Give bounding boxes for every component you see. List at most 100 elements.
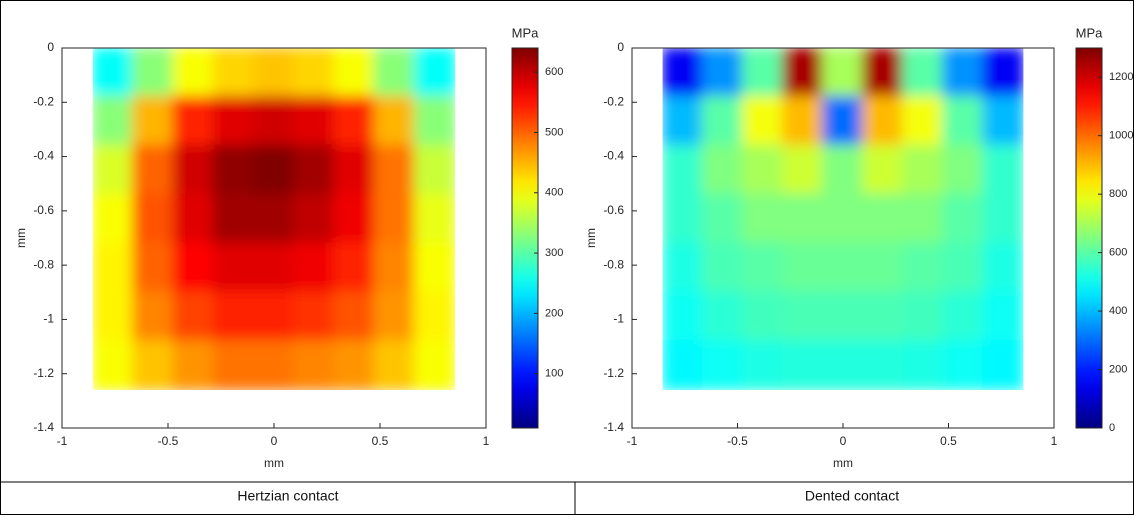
cell — [741, 242, 784, 294]
x-tick-label: -1 — [57, 434, 68, 448]
cell — [862, 340, 905, 390]
cell — [902, 291, 945, 343]
cell — [212, 144, 255, 196]
cell — [781, 95, 824, 147]
cell — [821, 48, 865, 98]
cell — [373, 193, 416, 245]
cell — [413, 95, 456, 147]
cell — [413, 144, 456, 196]
x-axis-label: mm — [264, 456, 284, 470]
cell — [132, 95, 175, 147]
cell — [413, 340, 456, 390]
cell — [821, 95, 865, 147]
cell — [252, 48, 296, 98]
y-tick-label: -1.2 — [603, 366, 624, 380]
cell — [92, 48, 135, 98]
y-tick-label: -0.6 — [33, 203, 54, 217]
cell — [741, 340, 784, 390]
colorbar-tick-label: 500 — [545, 126, 563, 138]
colorbar-tick-label: 100 — [545, 368, 563, 380]
cell — [252, 291, 296, 343]
cell — [701, 144, 744, 196]
x-axis-label: mm — [833, 456, 853, 470]
cell — [982, 48, 1024, 98]
cell — [252, 242, 296, 294]
cell — [662, 340, 704, 390]
x-tick-label: -0.5 — [158, 434, 179, 448]
colorbar-tick-label: 300 — [545, 247, 563, 259]
cell — [741, 144, 784, 196]
cell — [293, 291, 336, 343]
cell — [902, 242, 945, 294]
cell — [132, 48, 175, 98]
y-axis-label: mm — [14, 228, 28, 248]
cell — [132, 340, 175, 390]
cell — [252, 193, 296, 245]
x-tick-label: 0.5 — [372, 434, 389, 448]
cell — [821, 242, 865, 294]
x-tick-label: -0.5 — [727, 434, 748, 448]
colorbar-tick-label: 600 — [545, 66, 563, 78]
cell — [373, 95, 416, 147]
cell — [212, 242, 255, 294]
cell — [701, 340, 744, 390]
cell — [132, 193, 175, 245]
y-tick-label: -1.4 — [603, 420, 624, 434]
cell — [741, 95, 784, 147]
x-tick-label: 0 — [840, 434, 847, 448]
cell — [132, 242, 175, 294]
heatmap — [662, 48, 1024, 390]
cell — [172, 340, 215, 390]
cell — [821, 193, 865, 245]
cell — [982, 242, 1024, 294]
cell — [821, 144, 865, 196]
colorbar-tick-label: 200 — [1109, 363, 1127, 375]
cell — [172, 144, 215, 196]
cell — [781, 242, 824, 294]
cell — [902, 193, 945, 245]
cell — [92, 95, 135, 147]
cell — [333, 242, 376, 294]
cell — [333, 48, 376, 98]
cell — [982, 144, 1024, 196]
cell — [662, 144, 704, 196]
cell — [821, 291, 865, 343]
y-tick-label: -0.2 — [603, 94, 624, 108]
colorbar-title: MPa — [1076, 25, 1104, 40]
cell — [373, 291, 416, 343]
cell — [862, 95, 905, 147]
x-tick-label: 0 — [271, 434, 278, 448]
colorbar-tick-label: 200 — [545, 307, 563, 319]
cell — [92, 193, 135, 245]
cell — [252, 144, 296, 196]
cell — [293, 95, 336, 147]
y-tick-label: -1 — [613, 312, 624, 326]
cell — [662, 48, 704, 98]
cell — [132, 144, 175, 196]
cell — [333, 144, 376, 196]
cell — [212, 291, 255, 343]
y-tick-label: -0.8 — [603, 257, 624, 271]
cell — [333, 340, 376, 390]
cell — [942, 48, 985, 98]
cell — [333, 291, 376, 343]
cell — [92, 291, 135, 343]
cell — [902, 48, 945, 98]
cell — [333, 95, 376, 147]
cell — [373, 48, 416, 98]
cell — [942, 193, 985, 245]
y-tick-label: -0.4 — [33, 149, 54, 163]
cell — [212, 95, 255, 147]
x-tick-label: -1 — [627, 434, 638, 448]
y-tick-label: -0.2 — [33, 94, 54, 108]
caption: Hertzian contact — [237, 488, 338, 504]
cell — [293, 48, 336, 98]
y-tick-label: 0 — [617, 40, 624, 54]
cell — [781, 144, 824, 196]
cell — [982, 340, 1024, 390]
cell — [92, 340, 135, 390]
cell — [373, 144, 416, 196]
cell — [333, 193, 376, 245]
cell — [741, 291, 784, 343]
